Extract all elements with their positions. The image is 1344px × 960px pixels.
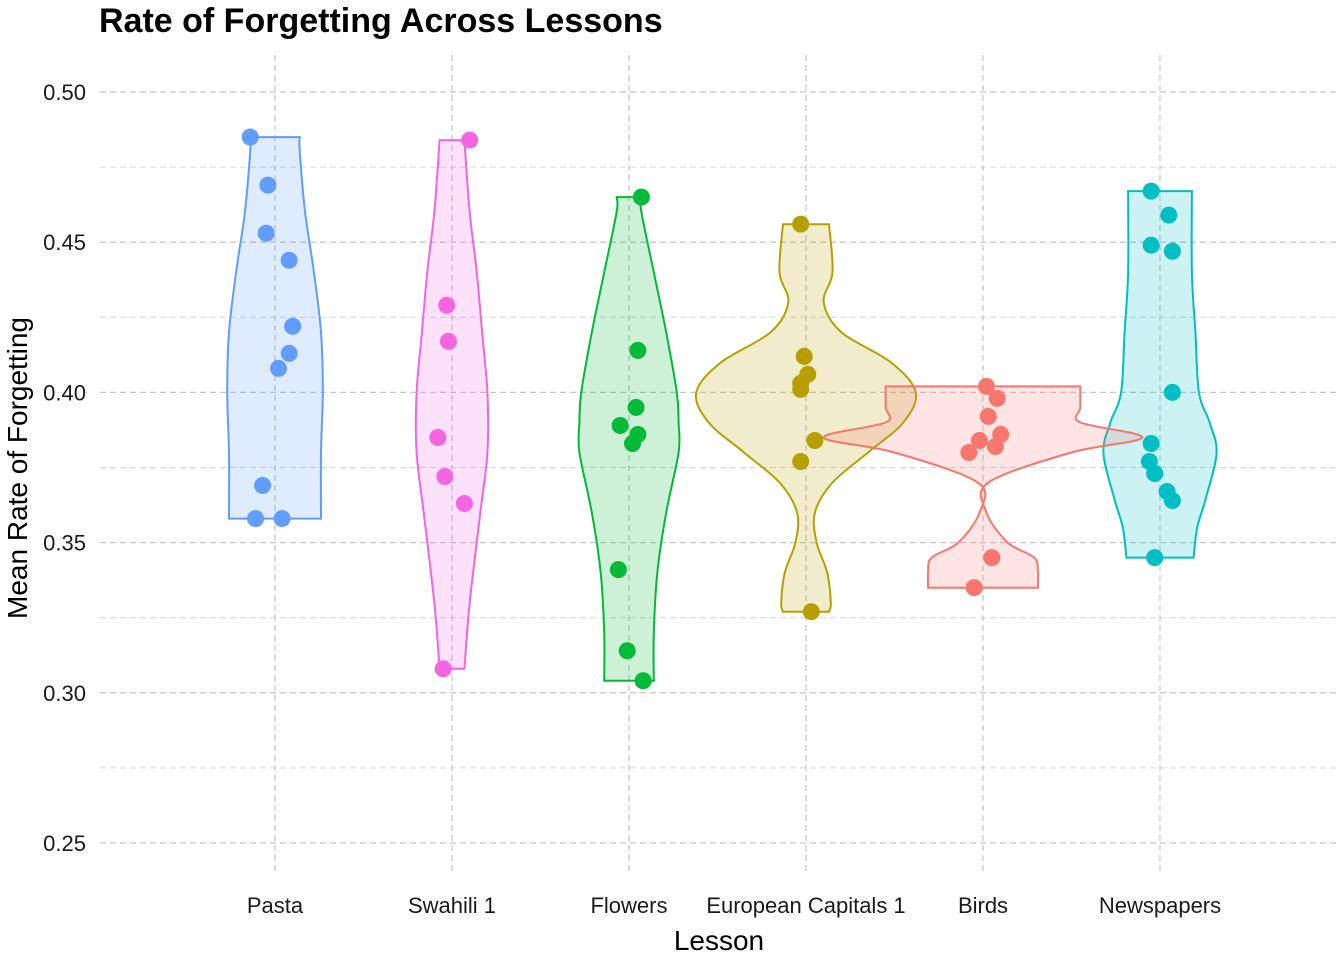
- violins: [226, 136, 1218, 682]
- data-point: [618, 642, 636, 660]
- data-point: [436, 468, 454, 486]
- data-point: [609, 561, 627, 579]
- y-tick-label: 0.35: [43, 531, 86, 556]
- x-tick-label: Flowers: [590, 893, 667, 918]
- data-point: [986, 437, 1004, 455]
- data-point: [461, 131, 479, 149]
- grid-lines: [100, 55, 1336, 873]
- violin-swahili-1: [414, 139, 490, 670]
- data-point: [978, 377, 996, 395]
- data-point: [455, 495, 473, 513]
- data-point: [792, 215, 810, 233]
- data-point: [270, 359, 288, 377]
- data-point: [1142, 236, 1160, 254]
- chart-title: Rate of Forgetting Across Lessons: [99, 2, 663, 40]
- data-points: [241, 128, 1181, 690]
- data-point: [1142, 182, 1160, 200]
- x-tick-label: Swahili 1: [408, 893, 496, 918]
- x-tick-label: Pasta: [247, 893, 304, 918]
- x-tick-label: Birds: [958, 893, 1008, 918]
- data-point: [806, 431, 824, 449]
- x-tick-label: European Capitals 1: [706, 893, 905, 918]
- y-tick-label: 0.30: [43, 681, 86, 706]
- data-point: [1160, 206, 1178, 224]
- violin-european-capitals-1: [694, 223, 918, 613]
- data-point: [627, 398, 645, 416]
- data-point: [1163, 383, 1181, 401]
- data-point: [1146, 465, 1164, 483]
- data-point: [624, 434, 642, 452]
- data-point: [439, 332, 457, 350]
- y-axis-title: Mean Rate of Forgetting: [2, 317, 33, 619]
- violin-pasta: [226, 136, 324, 520]
- data-point: [802, 603, 820, 621]
- y-tick-label: 0.40: [43, 380, 86, 405]
- data-point: [1163, 242, 1181, 260]
- data-point: [965, 579, 983, 597]
- y-tick-label: 0.45: [43, 230, 86, 255]
- data-point: [257, 224, 275, 242]
- data-point: [1142, 434, 1160, 452]
- data-point: [280, 251, 298, 269]
- x-axis-title: Lesson: [674, 925, 764, 956]
- x-axis-ticks: Pasta Swahili 1 Flowers European Capitals 1…: [247, 893, 1221, 918]
- data-point: [429, 428, 447, 446]
- data-point: [241, 128, 259, 146]
- data-point: [634, 672, 652, 690]
- data-point: [273, 510, 291, 528]
- data-point: [988, 389, 1006, 407]
- data-point: [284, 317, 302, 335]
- data-point: [611, 416, 629, 434]
- data-point: [979, 407, 997, 425]
- data-point: [1163, 492, 1181, 510]
- data-point: [792, 380, 810, 398]
- data-point: [254, 477, 272, 495]
- y-tick-label: 0.50: [43, 80, 86, 105]
- data-point: [434, 660, 452, 678]
- data-point: [629, 341, 647, 359]
- data-point: [792, 452, 810, 470]
- data-point: [438, 296, 456, 314]
- data-point: [960, 443, 978, 461]
- data-point: [1146, 549, 1164, 567]
- data-point: [247, 510, 265, 528]
- x-tick-label: Newspapers: [1099, 893, 1221, 918]
- data-point: [970, 431, 988, 449]
- y-axis-ticks: 0.25 0.30 0.35 0.40 0.45 0.50: [43, 80, 86, 856]
- data-point: [632, 188, 650, 206]
- data-point: [983, 549, 1001, 567]
- violin-newspapers: [1102, 190, 1218, 559]
- y-tick-label: 0.25: [43, 831, 86, 856]
- data-point: [259, 176, 277, 194]
- violin-birds: [822, 385, 1144, 589]
- data-point: [795, 347, 813, 365]
- data-point: [280, 344, 298, 362]
